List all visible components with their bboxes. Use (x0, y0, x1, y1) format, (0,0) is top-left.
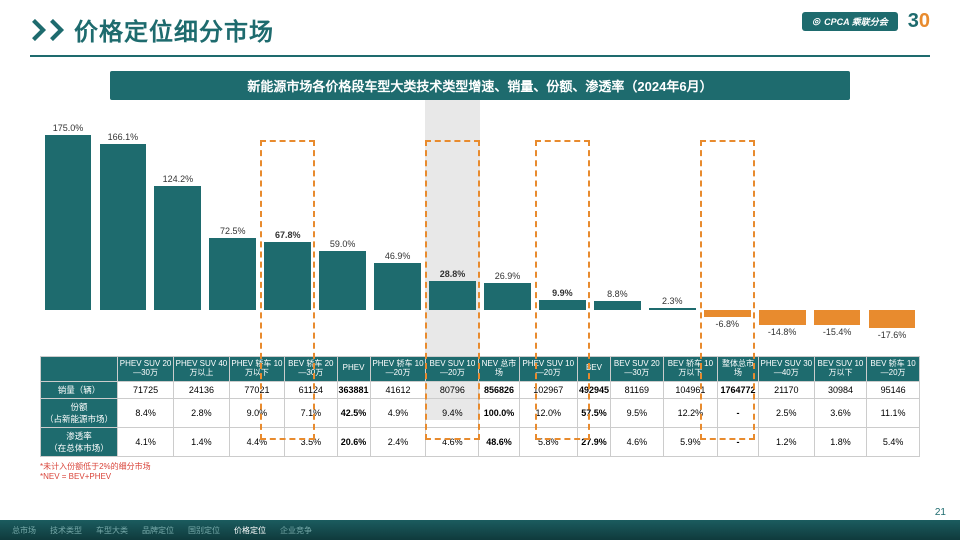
chevron-icon (30, 19, 66, 41)
footer-tab[interactable]: 价格定位 (234, 525, 266, 536)
chart-area: 175.0%166.1%124.2%72.5%67.8%59.0%46.9%28… (40, 110, 920, 330)
footer-tab[interactable]: 品牌定位 (142, 525, 174, 536)
chart-bar: 26.9% (482, 110, 534, 310)
chart-bar: 166.1% (97, 110, 149, 310)
chart-bar: -15.4% (811, 110, 863, 310)
chart-bar: 59.0% (317, 110, 369, 310)
footer-nav: 总市场 技术类型 车型大类 品牌定位 国别定位 价格定位 企业竞争 (0, 520, 960, 540)
footer-tab[interactable]: 总市场 (12, 525, 36, 536)
chart-bar: 2.3% (646, 110, 698, 310)
chart-bar: 67.8% (262, 110, 314, 310)
page-number: 21 (935, 507, 946, 518)
page-title: 价格定位细分市场 (74, 12, 274, 47)
chart-bar: -14.8% (756, 110, 808, 310)
chart-bar: 8.8% (591, 110, 643, 310)
chart-bar: 175.0% (42, 110, 94, 310)
chart-bar: 124.2% (152, 110, 204, 310)
chart-bar: 46.9% (372, 110, 424, 310)
chart-bar: 72.5% (207, 110, 259, 310)
chart-bar: 28.8% (427, 110, 479, 310)
logo-area: ◎CPCA 乘联分会 30 (802, 10, 930, 33)
data-table: PHEV SUV 20—30万PHEV SUV 40万以上PHEV 轿车 10万… (40, 356, 920, 457)
footnote: *未计入份额低于2%的细分市场 *NEV = BEV+PHEV (40, 461, 920, 481)
footer-tab[interactable]: 企业竞争 (280, 525, 312, 536)
header-rule (30, 55, 930, 57)
cpca-logo: ◎CPCA 乘联分会 (802, 12, 898, 31)
anniversary-logo: 30 (908, 10, 930, 33)
footer-tab[interactable]: 国别定位 (188, 525, 220, 536)
chart-bar: 9.9% (536, 110, 588, 310)
chart-bar: -6.8% (701, 110, 753, 310)
chart-title-bar: 新能源市场各价格段车型大类技术类型增速、销量、份额、渗透率（2024年6月） (110, 71, 850, 100)
footer-tab[interactable]: 技术类型 (50, 525, 82, 536)
footer-tab[interactable]: 车型大类 (96, 525, 128, 536)
chart-bar: -17.6% (866, 110, 918, 310)
